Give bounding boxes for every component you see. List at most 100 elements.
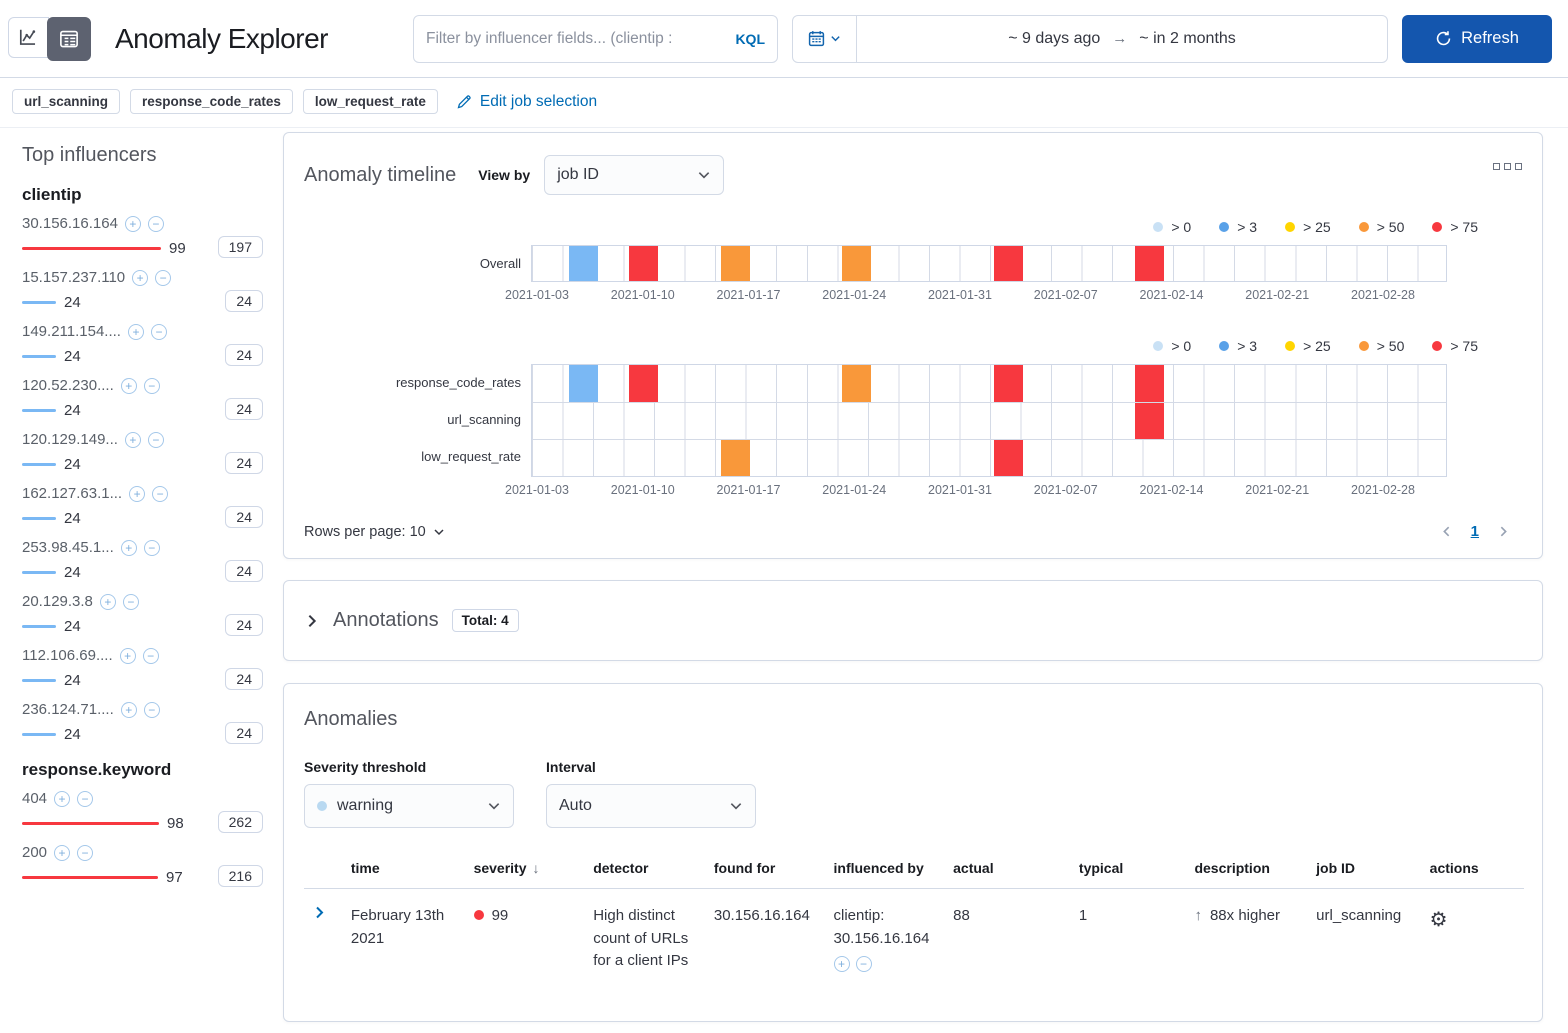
remove-filter-icon[interactable]: −: [143, 701, 160, 718]
influencer-name[interactable]: 112.106.69....: [22, 647, 113, 664]
influencer-name[interactable]: 30.156.16.164: [22, 215, 118, 232]
anomaly-cell[interactable]: [842, 365, 871, 402]
anomaly-cell[interactable]: [1135, 246, 1164, 281]
add-filter-icon[interactable]: +: [54, 844, 71, 861]
next-page-icon[interactable]: [1497, 525, 1510, 538]
anomaly-cell[interactable]: [994, 365, 1023, 402]
interval-select[interactable]: Auto: [546, 784, 756, 828]
remove-filter-icon[interactable]: −: [142, 647, 159, 664]
remove-filter-icon[interactable]: −: [77, 844, 94, 861]
single-metric-viewer-button[interactable]: [8, 16, 49, 58]
remove-filter-icon[interactable]: −: [152, 485, 169, 502]
influencer-item: 162.127.63.1... + − 24 24: [22, 485, 263, 528]
anomaly-cell[interactable]: [721, 246, 750, 281]
remove-filter-icon[interactable]: −: [147, 431, 164, 448]
date-range-start[interactable]: ~ 9 days ago: [1008, 29, 1101, 47]
influencer-score-bar: [22, 516, 56, 520]
anomaly-cell[interactable]: [629, 246, 658, 281]
date-tick-label: 2021-02-07: [1033, 288, 1098, 302]
jobs-lanes[interactable]: [531, 364, 1447, 477]
influencer-name[interactable]: 149.211.154....: [22, 323, 121, 340]
edit-job-selection-link[interactable]: Edit job selection: [456, 93, 597, 111]
remove-filter-icon[interactable]: −: [155, 269, 172, 286]
job-badge-response-code-rates[interactable]: response_code_rates: [130, 89, 293, 114]
job-lane[interactable]: [532, 439, 1446, 476]
anomaly-cell[interactable]: [721, 440, 750, 476]
anomaly-cell[interactable]: [994, 246, 1023, 281]
add-filter-icon[interactable]: +: [132, 269, 149, 286]
influencer-name[interactable]: 200: [22, 844, 48, 861]
rows-per-page-button[interactable]: Rows per page: 10: [304, 524, 445, 540]
job-badge-low-request-rate[interactable]: low_request_rate: [302, 89, 438, 114]
column-header-detector[interactable]: detector: [585, 850, 706, 889]
view-by-select[interactable]: job ID: [544, 155, 725, 195]
influencer-name[interactable]: 404: [22, 790, 48, 807]
column-header-typical[interactable]: typical: [1070, 850, 1187, 889]
add-filter-icon[interactable]: +: [99, 593, 116, 610]
previous-page-icon[interactable]: [1440, 525, 1453, 538]
remove-filter-icon[interactable]: −: [143, 377, 160, 394]
anomaly-explorer-button[interactable]: [47, 16, 91, 61]
add-filter-icon[interactable]: +: [120, 377, 137, 394]
influencer-name[interactable]: 20.129.3.8: [22, 593, 93, 610]
add-filter-icon[interactable]: +: [124, 215, 141, 232]
date-range-end[interactable]: ~ in 2 months: [1139, 29, 1236, 47]
refresh-button[interactable]: Refresh: [1402, 14, 1552, 63]
anomaly-cell[interactable]: [1135, 365, 1164, 402]
influencer-score-bar: [22, 246, 161, 250]
expand-row-button[interactable]: [304, 889, 343, 981]
anomaly-cell[interactable]: [569, 246, 598, 281]
remove-filter-icon[interactable]: −: [855, 956, 872, 972]
legend-dot: [1432, 341, 1443, 351]
anomaly-cell[interactable]: [629, 365, 658, 402]
influencer-name[interactable]: 120.129.149...: [22, 431, 118, 448]
severity-threshold-select[interactable]: warning: [304, 784, 514, 828]
job-lane[interactable]: [532, 365, 1446, 402]
remove-filter-icon[interactable]: −: [147, 215, 164, 232]
column-header-actual[interactable]: actual: [945, 850, 1071, 889]
chevron-right-icon[interactable]: [304, 613, 320, 629]
add-filter-icon[interactable]: +: [119, 647, 136, 664]
page-number[interactable]: 1: [1470, 523, 1479, 540]
job-badge-url-scanning[interactable]: url_scanning: [12, 89, 121, 114]
influencer-name[interactable]: 253.98.45.1...: [22, 539, 114, 556]
add-filter-icon[interactable]: +: [129, 485, 146, 502]
influencer-name[interactable]: 236.124.71....: [22, 701, 114, 718]
column-header-actions[interactable]: actions: [1421, 850, 1524, 889]
severity-threshold-label: Severity threshold: [304, 759, 427, 775]
anomaly-cell[interactable]: [569, 365, 598, 402]
influencer-filter-input[interactable]: Filter by influencer fields... (clientip…: [413, 14, 778, 63]
kql-button[interactable]: KQL: [735, 30, 765, 47]
anomalies-table: time severity ↓ detector found for influenced…: [304, 850, 1524, 981]
influencer-name[interactable]: 15.157.237.110: [22, 269, 126, 286]
severity-legend: > 0 > 3 > 25 > 50 > 75: [304, 219, 1478, 235]
anomaly-cell[interactable]: [1135, 403, 1164, 439]
column-header-job-ID[interactable]: job ID: [1308, 850, 1422, 889]
gear-icon[interactable]: ⚙: [1429, 909, 1448, 931]
add-filter-icon[interactable]: +: [54, 790, 71, 807]
remove-filter-icon[interactable]: −: [143, 539, 160, 556]
influencer-name[interactable]: 120.52.230....: [22, 377, 114, 394]
date-picker-menu-button[interactable]: [793, 15, 857, 62]
column-header-influenced-by[interactable]: influenced by: [825, 850, 946, 889]
column-header-time[interactable]: time: [342, 850, 466, 889]
overall-lane[interactable]: [531, 245, 1447, 282]
influencer-name[interactable]: 162.127.63.1...: [22, 485, 123, 502]
add-filter-icon[interactable]: +: [120, 701, 137, 718]
remove-filter-icon[interactable]: −: [77, 790, 94, 807]
remove-filter-icon[interactable]: −: [122, 593, 139, 610]
column-header-found-for[interactable]: found for: [705, 850, 826, 889]
critical-severity-dot: [473, 910, 484, 920]
panel-options-icon[interactable]: [1493, 163, 1522, 170]
column-header-severity[interactable]: severity ↓: [465, 850, 586, 889]
add-filter-icon[interactable]: +: [127, 323, 144, 340]
anomaly-cell[interactable]: [994, 440, 1023, 476]
column-header-description[interactable]: description: [1186, 850, 1309, 889]
add-filter-icon[interactable]: +: [120, 539, 137, 556]
add-filter-icon[interactable]: +: [124, 431, 141, 448]
job-lane[interactable]: [532, 402, 1446, 439]
remove-filter-icon[interactable]: −: [150, 323, 167, 340]
add-filter-icon[interactable]: +: [833, 956, 850, 972]
anomaly-cell[interactable]: [842, 246, 871, 281]
legend-item: > 75: [1432, 338, 1478, 354]
